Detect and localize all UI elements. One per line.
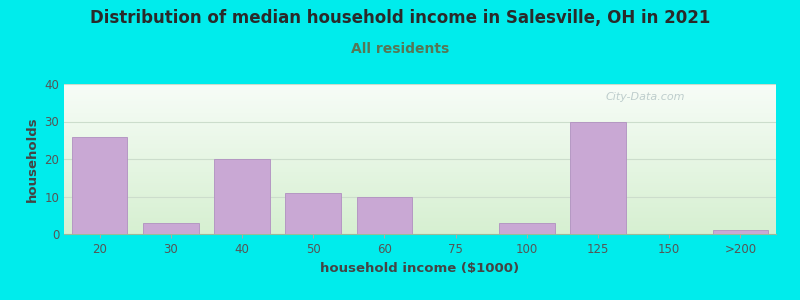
Y-axis label: households: households	[26, 116, 38, 202]
Bar	[499, 223, 554, 234]
Bar	[286, 193, 341, 234]
Text: All residents: All residents	[351, 42, 449, 56]
Text: City-Data.com: City-Data.com	[605, 92, 685, 101]
Bar	[143, 223, 198, 234]
X-axis label: household income ($1000): household income ($1000)	[321, 262, 519, 275]
Bar	[214, 159, 270, 234]
Bar	[570, 122, 626, 234]
Bar	[72, 136, 127, 234]
Bar	[357, 196, 412, 234]
Bar	[713, 230, 768, 234]
Text: Distribution of median household income in Salesville, OH in 2021: Distribution of median household income …	[90, 9, 710, 27]
